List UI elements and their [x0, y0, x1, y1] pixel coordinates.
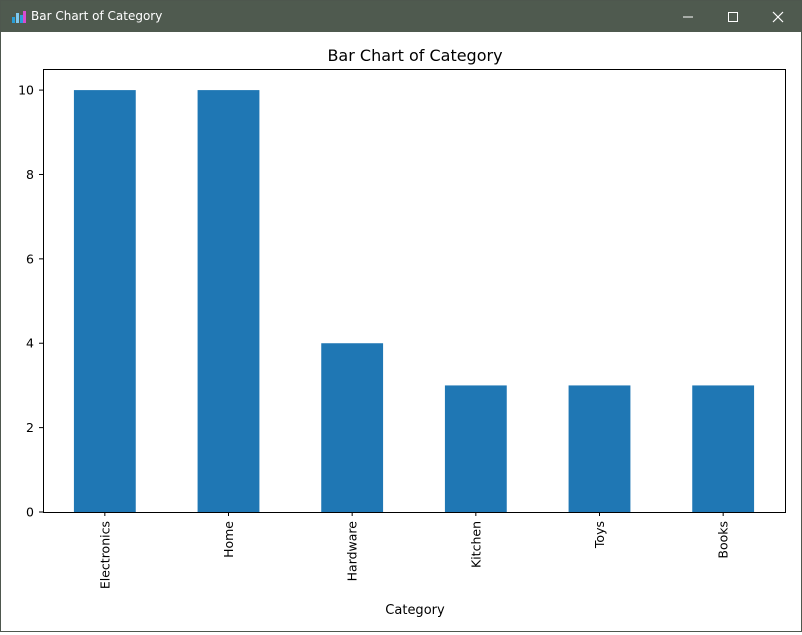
bar-books	[692, 385, 755, 512]
minimize-icon	[683, 16, 693, 18]
bar-hardware	[321, 343, 384, 512]
matplotlib-figure-icon	[11, 8, 27, 24]
y-tick-label: 4	[26, 336, 34, 351]
title-bar[interactable]: Bar Chart of Category	[1, 1, 801, 32]
close-button[interactable]	[755, 1, 801, 32]
bar-toys	[568, 385, 631, 512]
maximize-icon	[728, 12, 738, 22]
x-tick-label: Electronics	[97, 521, 112, 589]
axes-frame	[43, 69, 786, 513]
bar-kitchen	[444, 385, 507, 512]
y-tick-label: 0	[26, 505, 34, 520]
chart-title: Bar Chart of Category	[327, 46, 502, 65]
x-tick-label: Kitchen	[468, 521, 483, 568]
x-tick-label: Toys	[592, 521, 607, 549]
bar-home	[197, 90, 260, 512]
y-tick-label: 6	[26, 251, 34, 266]
close-icon	[772, 11, 784, 23]
bar-electronics	[73, 90, 136, 512]
y-tick-label: 2	[26, 420, 34, 435]
plot-area: Bar Chart of Category 0 2 4 6 8 10 Electronic…	[1, 32, 801, 631]
x-tick-label: Hardware	[345, 521, 360, 582]
maximize-button[interactable]	[710, 1, 756, 32]
x-axis: Electronics Home Hardware Kitchen Toys Books	[97, 512, 731, 589]
y-tick-label: 8	[26, 167, 34, 182]
bars-group	[73, 90, 755, 512]
x-axis-label: Category	[385, 603, 445, 618]
x-tick-label: Books	[716, 521, 731, 559]
y-tick-label: 10	[18, 83, 34, 98]
minimize-button[interactable]	[665, 1, 711, 32]
bar-chart: Bar Chart of Category 0 2 4 6 8 10 Electronic…	[18, 46, 786, 618]
window-title: Bar Chart of Category	[31, 9, 163, 23]
y-axis: 0 2 4 6 8 10	[18, 83, 43, 520]
x-tick-label: Home	[221, 521, 236, 558]
